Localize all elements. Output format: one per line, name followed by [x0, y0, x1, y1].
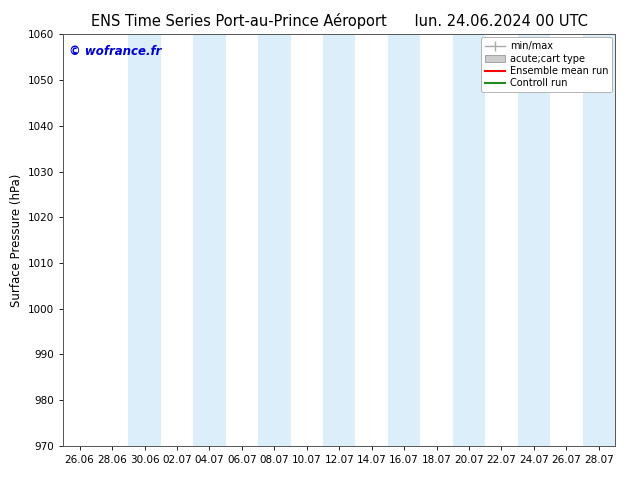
Bar [323, 34, 356, 446]
Bar [193, 34, 226, 446]
Legend: min/max, acute;cart type, Ensemble mean run, Controll run: min/max, acute;cart type, Ensemble mean … [481, 37, 612, 92]
Bar [128, 34, 161, 446]
Bar [453, 34, 485, 446]
Bar [388, 34, 420, 446]
Bar [517, 34, 550, 446]
Title: ENS Time Series Port-au-Prince Aéroport      lun. 24.06.2024 00 UTC: ENS Time Series Port-au-Prince Aéroport … [91, 13, 588, 29]
Text: © wofrance.fr: © wofrance.fr [69, 45, 161, 58]
Y-axis label: Surface Pressure (hPa): Surface Pressure (hPa) [10, 173, 23, 307]
Bar [258, 34, 290, 446]
Bar [583, 34, 615, 446]
